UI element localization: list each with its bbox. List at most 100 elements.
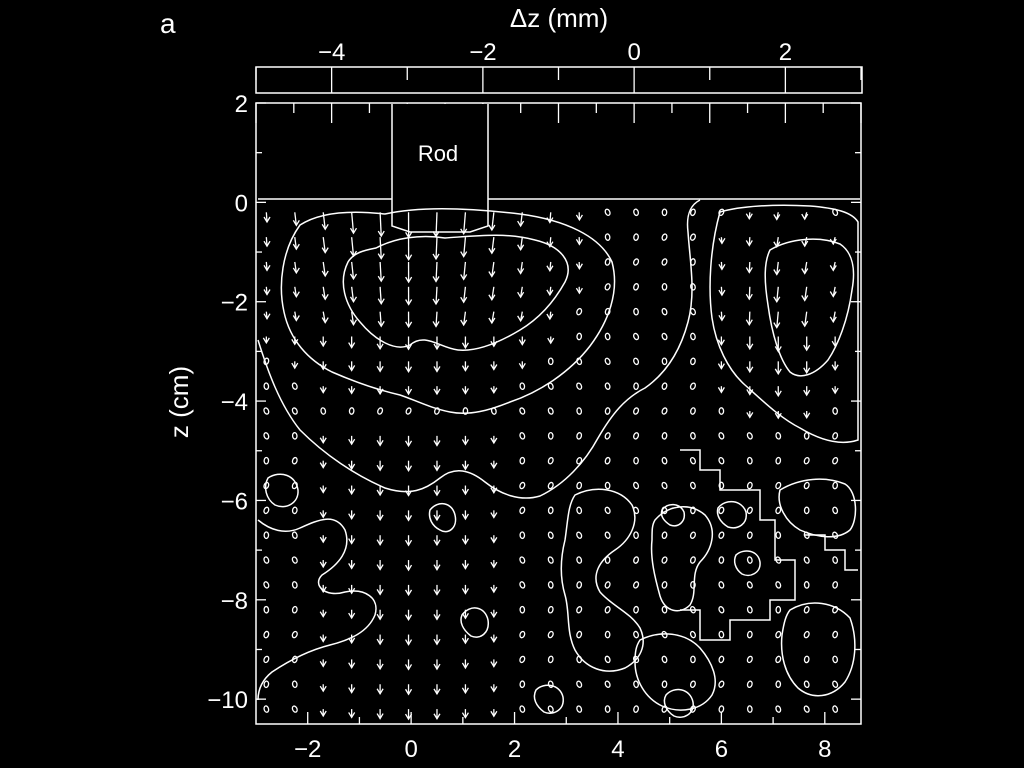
vector-arrowhead: [404, 614, 413, 621]
vector-dot: [604, 531, 611, 539]
vector-dot: [661, 506, 668, 515]
vector-dot: [604, 581, 611, 589]
vector-dot: [803, 432, 810, 440]
vector-dot: [718, 655, 725, 664]
vector-dot: [690, 332, 696, 341]
vector-arrowhead: [376, 464, 384, 472]
vector-arrow: [435, 261, 438, 282]
vector-arrowhead: [490, 487, 498, 494]
vector-arrowhead: [376, 589, 384, 596]
vector-arrow: [379, 237, 382, 259]
vector-arrowhead: [432, 253, 440, 261]
vector-dot: [604, 382, 611, 390]
vector-dot: [519, 655, 526, 664]
vector-dot: [547, 382, 554, 390]
vector-dot: [576, 531, 583, 539]
vector-dot: [803, 481, 810, 490]
vector-arrow: [776, 286, 779, 302]
vector-dot: [689, 630, 696, 639]
vector-arrowhead: [461, 388, 469, 395]
vector-dot: [718, 680, 725, 688]
vector-dot: [661, 208, 668, 217]
contour-right-steps: [805, 534, 858, 571]
vector-arrow: [776, 311, 779, 328]
vector-dot: [718, 556, 725, 564]
vector-dot: [661, 705, 668, 713]
x-tick-labels: −2 0 2 4 6 8: [294, 736, 831, 763]
vector-arrowhead: [829, 238, 837, 246]
vector-arrow: [720, 311, 723, 321]
vector-dot: [604, 606, 611, 614]
vector-dot: [661, 332, 668, 341]
vector-dot: [832, 705, 839, 713]
vector-arrowhead: [292, 267, 300, 275]
vector-dot: [604, 506, 611, 515]
vector-dot: [604, 456, 611, 465]
vector-dot: [547, 456, 554, 465]
vector-arrowhead: [292, 220, 300, 227]
contour-lower-right: [650, 506, 714, 612]
vector-dot: [519, 456, 526, 465]
vector-arrowhead: [349, 273, 358, 281]
vector-dot: [633, 705, 639, 713]
vector-dot: [718, 581, 725, 589]
vector-dot: [604, 307, 611, 316]
vector-arrowhead: [461, 513, 469, 521]
vector-dot: [263, 382, 270, 391]
vector-dot: [718, 432, 725, 440]
x-tick-label: 0: [404, 736, 417, 763]
vector-arrowhead: [404, 490, 413, 497]
vector-arrowhead: [461, 687, 469, 695]
vector-dot: [576, 606, 583, 614]
vector-arrowhead: [488, 271, 496, 278]
vector-arrowhead: [405, 321, 413, 329]
vector-arrowhead: [745, 240, 753, 247]
vector-arrowhead: [319, 636, 327, 643]
vector-dot: [604, 680, 611, 688]
vector-arrow: [322, 212, 326, 230]
vector-dot: [689, 606, 696, 614]
vector-arrowhead: [746, 389, 754, 396]
vector-arrowhead: [490, 561, 498, 569]
vector-arrowhead: [319, 387, 327, 394]
vector-arrow: [463, 261, 467, 280]
vector-dot: [291, 531, 298, 540]
vector-arrow: [549, 237, 552, 247]
x-tick-label: −2: [294, 736, 321, 763]
vector-dot: [689, 382, 697, 390]
vector-dot: [633, 556, 640, 564]
vector-arrowhead: [348, 438, 356, 446]
vector-arrowhead: [321, 270, 329, 278]
vector-dot: [775, 531, 782, 540]
vector-dot: [832, 481, 839, 490]
vector-dot: [803, 581, 810, 589]
vector-dot: [661, 407, 668, 415]
vector-dot: [263, 506, 270, 515]
top-tick-label: 2: [779, 39, 792, 66]
vector-dot: [519, 506, 526, 515]
rod: Rod: [391, 104, 489, 233]
vector-arrowhead: [461, 538, 469, 546]
vector-arrowhead: [490, 364, 498, 371]
vector-arrowhead: [376, 388, 384, 396]
vector-dot: [718, 481, 725, 490]
vector-dot: [718, 208, 725, 216]
vector-dot: [832, 630, 839, 639]
vector-arrowhead: [292, 243, 300, 251]
vector-dot: [291, 407, 298, 415]
vector-dot: [263, 705, 270, 713]
vector-arrow: [804, 311, 808, 327]
vector-dot: [576, 382, 583, 390]
vector-dot: [718, 531, 725, 539]
x-tick-label: 8: [818, 736, 831, 763]
vector-dot: [661, 432, 668, 440]
vector-arrowhead: [377, 253, 385, 260]
vector-arrowhead: [349, 250, 358, 258]
vector-dot: [633, 432, 640, 440]
vector-arrowhead: [319, 660, 327, 668]
y-tick-label: 0: [235, 190, 248, 217]
vector-dot: [803, 680, 810, 689]
vector-arrowhead: [319, 340, 327, 348]
vector-dot: [462, 407, 469, 415]
vector-arrowhead: [460, 296, 468, 304]
